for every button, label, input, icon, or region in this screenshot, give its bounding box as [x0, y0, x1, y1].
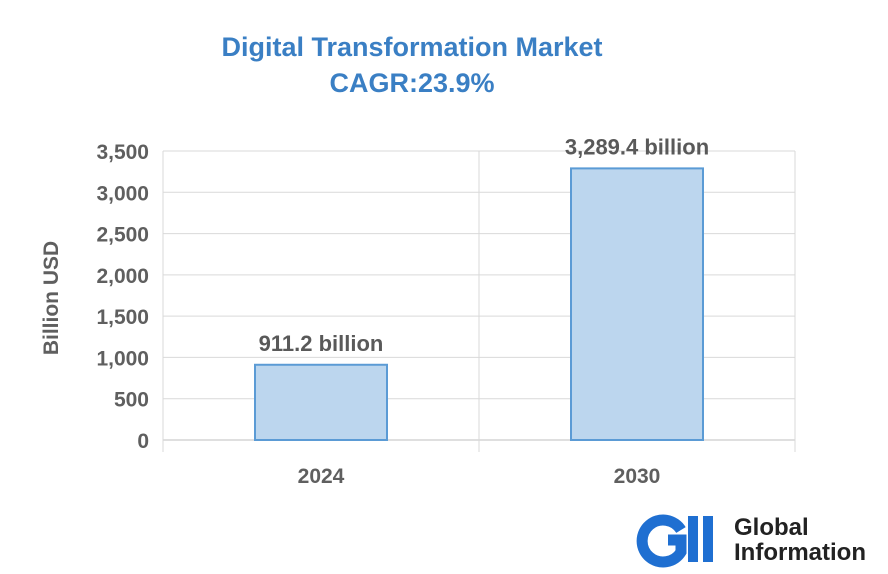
bar-2024: [254, 363, 388, 442]
y-tick-label: 500: [114, 389, 149, 412]
y-tick-label: 0: [137, 430, 149, 453]
y-axis-ticks: 0 500 1,000 1,500 2,000 2,500 3,000 3,500: [96, 141, 149, 453]
y-tick-label: 3,500: [96, 141, 149, 164]
data-labels: 911.2 billion 3,289.4 billion: [259, 134, 710, 355]
y-tick-label: 1,000: [96, 347, 149, 370]
logo-text-information: Information: [734, 539, 866, 566]
x-tick-label-2024: 2024: [298, 465, 345, 488]
y-tick-label: 2,500: [96, 224, 149, 247]
y-tick-label: 2,000: [96, 265, 149, 288]
data-label-2030: 3,289.4 billion: [565, 134, 709, 159]
y-axis-label: Billion USD: [40, 241, 63, 355]
bars: [254, 167, 704, 442]
y-tick-label: 3,000: [96, 182, 149, 205]
chart-subtitle: CAGR:23.9%: [329, 68, 494, 98]
chart-title: Digital Transformation Market: [221, 32, 602, 62]
logo-text-global: Global: [734, 514, 809, 541]
data-label-2024: 911.2 billion: [259, 331, 384, 356]
bar-2030: [570, 167, 704, 441]
x-axis-ticks: 2024 2030: [298, 465, 661, 488]
x-tick-label-2030: 2030: [614, 465, 661, 488]
gii-logo-icon: [636, 514, 713, 568]
gii-logo: Global Information: [636, 514, 866, 568]
y-tick-label: 1,500: [96, 306, 149, 329]
